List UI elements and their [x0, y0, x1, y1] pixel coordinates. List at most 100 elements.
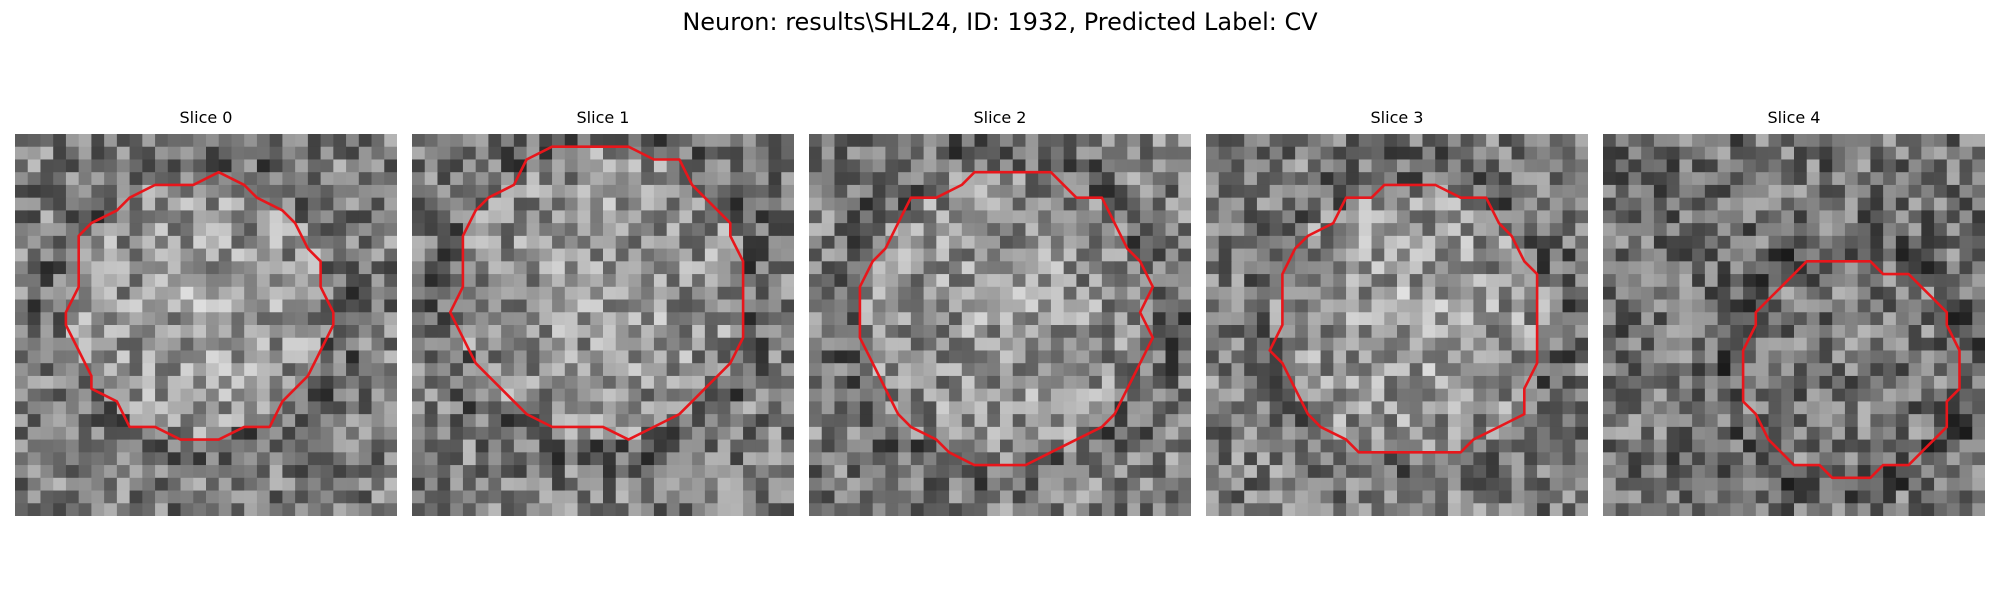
- pixel-cell: [910, 465, 924, 479]
- pixel-cell: [1653, 337, 1668, 351]
- pixel-cell: [1844, 490, 1859, 504]
- pixel-cell: [1575, 490, 1588, 504]
- pixel-cell: [679, 337, 693, 351]
- pixel-cell: [1806, 490, 1820, 504]
- pixel-cell: [1524, 235, 1538, 249]
- pixel-cell: [358, 223, 372, 237]
- pixel-cell: [1819, 159, 1833, 173]
- pixel-cell: [1089, 401, 1103, 415]
- pixel-cell: [501, 503, 515, 516]
- pixel-cell: [437, 210, 451, 224]
- pixel-cell: [1295, 261, 1309, 275]
- pixel-cell: [27, 337, 41, 351]
- pixel-cell: [1603, 350, 1617, 364]
- pixel-cell: [1076, 235, 1090, 249]
- pixel-cell: [1615, 172, 1629, 186]
- pixel-cell: [1819, 235, 1833, 249]
- pixel-cell: [936, 388, 950, 402]
- pixel-cell: [116, 274, 130, 288]
- pixel-cell: [193, 299, 207, 313]
- pixel-cell: [679, 210, 693, 224]
- pixel-cell: [1946, 490, 1960, 504]
- pixel-cell: [1140, 477, 1154, 491]
- pixel-cell: [692, 274, 706, 288]
- pixel-cell: [1679, 286, 1693, 300]
- pixel-cell: [1486, 426, 1500, 440]
- pixel-cell: [1000, 325, 1014, 339]
- pixel-cell: [821, 274, 835, 288]
- pixel-cell: [1114, 134, 1128, 148]
- pixel-cell: [1819, 146, 1833, 160]
- pixel-cell: [1524, 312, 1538, 326]
- slice-title-3: Slice 3: [1370, 108, 1424, 127]
- pixel-cell: [1333, 223, 1347, 237]
- pixel-cell: [1231, 146, 1245, 160]
- pixel-cell: [692, 363, 706, 377]
- pixel-cell: [577, 426, 591, 440]
- pixel-cell: [1755, 325, 1769, 339]
- pixel-cell: [1692, 223, 1706, 237]
- pixel-cell: [1295, 375, 1309, 390]
- pixel-cell: [371, 172, 385, 186]
- pixel-cell: [1076, 439, 1090, 453]
- pixel-cell: [104, 503, 118, 516]
- pixel-cell: [1089, 261, 1103, 275]
- pixel-cell: [116, 286, 130, 300]
- pixel-cell: [1768, 452, 1782, 466]
- pixel-cell: [206, 235, 220, 249]
- pixel-cell: [462, 363, 477, 377]
- pixel-cell: [1679, 274, 1693, 288]
- pixel-cell: [743, 299, 757, 313]
- pixel-cell: [768, 490, 782, 504]
- pixel-cell: [1883, 223, 1897, 237]
- pixel-cell: [1511, 274, 1525, 288]
- pixel-cell: [1397, 350, 1411, 364]
- pixel-cell: [987, 248, 1001, 262]
- pixel-cell: [1025, 146, 1039, 160]
- pixel-cell: [1076, 477, 1090, 491]
- pixel-cell: [1101, 465, 1115, 479]
- pixel-cell: [1498, 337, 1512, 351]
- pixel-cell: [821, 248, 835, 262]
- pixel-cell: [1397, 337, 1411, 351]
- pixel-cell: [129, 465, 143, 479]
- pixel-cell: [155, 503, 169, 516]
- pixel-cell: [1781, 261, 1795, 275]
- pixel-cell: [1653, 325, 1668, 339]
- pixel-cell: [256, 235, 271, 249]
- pixel-cell: [1549, 223, 1563, 237]
- pixel-cell: [1537, 312, 1551, 326]
- pixel-cell: [1384, 503, 1398, 516]
- pixel-cell: [974, 184, 988, 199]
- pixel-cell: [590, 261, 604, 275]
- pixel-cell: [974, 503, 988, 516]
- pixel-cell: [488, 172, 502, 186]
- pixel-cell: [1794, 134, 1808, 148]
- pixel-cell: [1666, 197, 1680, 211]
- pixel-cell: [1537, 490, 1551, 504]
- pixel-cell: [910, 248, 924, 262]
- pixel-cell: [1384, 350, 1398, 364]
- pixel-cell: [1844, 184, 1859, 199]
- pixel-cell: [590, 312, 604, 326]
- pixel-cell: [1165, 490, 1179, 504]
- pixel-cell: [295, 184, 309, 199]
- pixel-cell: [859, 325, 874, 339]
- pixel-cell: [1603, 388, 1617, 402]
- pixel-cell: [307, 312, 321, 326]
- pixel-cell: [552, 223, 566, 237]
- pixel-cell: [307, 235, 321, 249]
- pixel-cell: [1486, 159, 1500, 173]
- pixel-cell: [1717, 312, 1731, 326]
- pixel-cell: [320, 312, 334, 326]
- pixel-cell: [1076, 337, 1090, 351]
- pixel-cell: [1101, 439, 1115, 453]
- pixel-cell: [1908, 401, 1922, 415]
- pixel-cell: [1794, 235, 1808, 249]
- pixel-cell: [1819, 363, 1833, 377]
- pixel-cell: [1140, 325, 1154, 339]
- pixel-cell: [78, 503, 92, 516]
- pixel-cell: [1218, 439, 1232, 453]
- pixel-cell: [1806, 159, 1820, 173]
- pixel-cell: [768, 503, 782, 516]
